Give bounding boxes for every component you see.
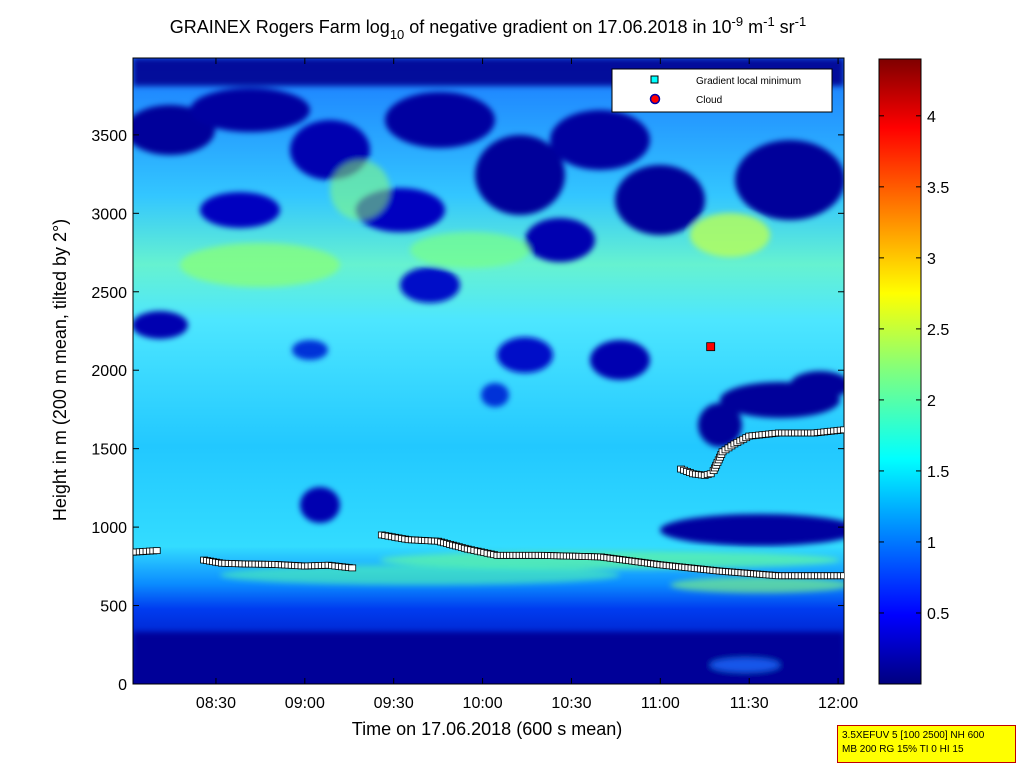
- colorbar-tick-label: 3: [927, 251, 936, 268]
- y-tick-label: 3500: [91, 128, 127, 145]
- legend-label-cloud: Cloud: [696, 95, 722, 106]
- cloud-marker: [706, 342, 716, 352]
- axes-layer: 08:30 09:00 09:30 10:00 10:30 11:00 11:30 12:00…: [91, 58, 858, 712]
- y-tick-label: 0: [118, 677, 127, 694]
- heatmap-field: [133, 58, 844, 684]
- y-tick-label: 2000: [91, 363, 127, 380]
- info-box-line-2: MB 200 RG 15% TI 0 HI 15: [842, 744, 964, 755]
- colorbar-tick-label: 0.5: [927, 606, 949, 623]
- x-tick-label: 09:00: [285, 695, 325, 712]
- y-tick-label: 3000: [91, 206, 127, 223]
- gradient-minimum-marker: [840, 426, 844, 434]
- plot-area: [132, 57, 845, 685]
- legend-marker-cloud: [649, 93, 661, 105]
- gradient-minimum-marker: [152, 547, 161, 555]
- colorbar-tick-label: 2: [927, 393, 936, 410]
- x-tick-label: 09:30: [374, 695, 414, 712]
- y-axis-label: Height in m (200 m mean, tilted by 2°): [50, 219, 70, 521]
- info-box-line-1: 3.5XEFUV 5 [100 2500] NH 600: [842, 730, 985, 741]
- gradient-minimum-marker: [348, 564, 357, 572]
- x-tick-label: 11:00: [641, 695, 680, 712]
- colorbar-tick-label: 1: [927, 535, 936, 552]
- x-tick-label: 11:30: [730, 695, 769, 712]
- x-tick-label: 08:30: [196, 695, 236, 712]
- colorbar-tick-label: 1.5: [927, 464, 949, 481]
- colorbar-tick-label: 2.5: [927, 322, 949, 339]
- x-tick-label: 10:30: [551, 695, 591, 712]
- colorbar: [878, 58, 922, 685]
- colorbar-ticks: 0.5 1 1.5 2 2.5 3 3.5 4: [879, 109, 949, 623]
- marker-layer: [133, 342, 844, 580]
- info-box: 3.5XEFUV 5 [100 2500] NH 600 MB 200 RG 1…: [837, 725, 1016, 763]
- y-tick-label: 1000: [91, 520, 127, 537]
- x-tick-label: 12:00: [818, 695, 858, 712]
- colorbar-tick-label: 3.5: [927, 180, 949, 197]
- colorbar-tick-label: 4: [927, 109, 936, 126]
- x-tick-label: 10:00: [463, 695, 503, 712]
- legend-label-gradient-minimum: Gradient local minimum: [696, 76, 801, 87]
- gradient-minimum-marker: [840, 572, 844, 580]
- legend-marker-gradient-minimum: [650, 75, 659, 84]
- y-tick-label: 2500: [91, 285, 127, 302]
- chart-title: GRAINEX Rogers Farm log10 of negative gr…: [170, 14, 806, 42]
- x-axis-label: Time on 17.06.2018 (600 s mean): [352, 719, 623, 739]
- legend: Gradient local minimum Cloud: [611, 68, 833, 113]
- y-tick-label: 1500: [91, 442, 127, 459]
- y-tick-label: 500: [100, 599, 127, 616]
